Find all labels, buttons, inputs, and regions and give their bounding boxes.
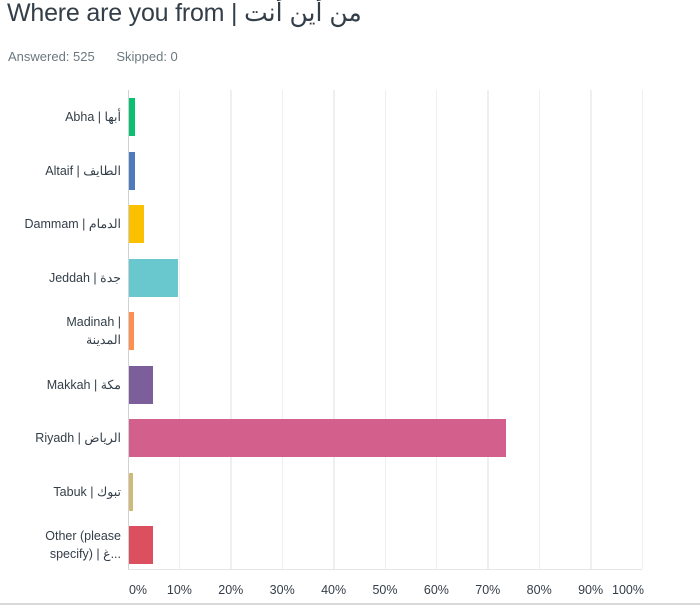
category-label: Makkah | مكة bbox=[46, 377, 121, 392]
category-label: Riyadh | الرياض bbox=[35, 431, 121, 445]
skipped-count: Skipped: 0 bbox=[116, 49, 178, 64]
x-tick-label: 80% bbox=[526, 583, 552, 597]
x-tick-label: 50% bbox=[372, 583, 398, 597]
gridline bbox=[230, 90, 232, 569]
category-label: Dammam | الدمام bbox=[24, 217, 121, 231]
bar-chart-plot-area bbox=[128, 90, 643, 570]
x-tick-label: 70% bbox=[475, 583, 501, 597]
x-tick-label: 100% bbox=[612, 583, 644, 597]
category-label: Altaif | الطايف bbox=[45, 163, 121, 178]
x-tick-label: 20% bbox=[218, 583, 244, 597]
bottom-divider bbox=[0, 603, 700, 605]
gridline bbox=[641, 90, 643, 569]
bar[interactable] bbox=[129, 151, 135, 190]
gridline bbox=[178, 90, 181, 569]
gridline bbox=[333, 90, 335, 569]
bar[interactable] bbox=[129, 98, 135, 136]
bar[interactable] bbox=[129, 258, 178, 297]
bar[interactable] bbox=[129, 526, 153, 564]
response-stats: Answered: 525 Skipped: 0 bbox=[8, 49, 178, 64]
category-label: Abha | أبها bbox=[65, 110, 121, 124]
bar[interactable] bbox=[129, 419, 506, 457]
bar[interactable] bbox=[129, 205, 145, 243]
x-tick-label: 40% bbox=[321, 583, 347, 597]
category-label: Tabuk | تبوك bbox=[53, 484, 121, 499]
x-tick-label: 60% bbox=[423, 583, 449, 597]
x-tick-label: 0% bbox=[128, 583, 148, 597]
gridline bbox=[435, 90, 438, 569]
gridline bbox=[487, 90, 489, 569]
question-title: Where are you from | من أين أنت bbox=[7, 0, 362, 27]
category-label: Madinah | المدينة bbox=[66, 315, 121, 347]
category-label: Other (please specify) | غ... bbox=[45, 529, 121, 561]
bar[interactable] bbox=[129, 365, 153, 404]
x-tick-label: 30% bbox=[269, 583, 295, 597]
gridline bbox=[384, 90, 386, 569]
x-tick-label: 90% bbox=[578, 583, 604, 597]
bar[interactable] bbox=[129, 312, 135, 350]
gridline bbox=[281, 90, 284, 569]
category-label: Jeddah | جدة bbox=[48, 270, 121, 285]
x-tick-label: 10% bbox=[166, 583, 192, 597]
gridline bbox=[538, 90, 541, 569]
gridline bbox=[590, 90, 592, 569]
answered-count: Answered: 525 bbox=[8, 49, 95, 64]
bar[interactable] bbox=[129, 472, 133, 511]
